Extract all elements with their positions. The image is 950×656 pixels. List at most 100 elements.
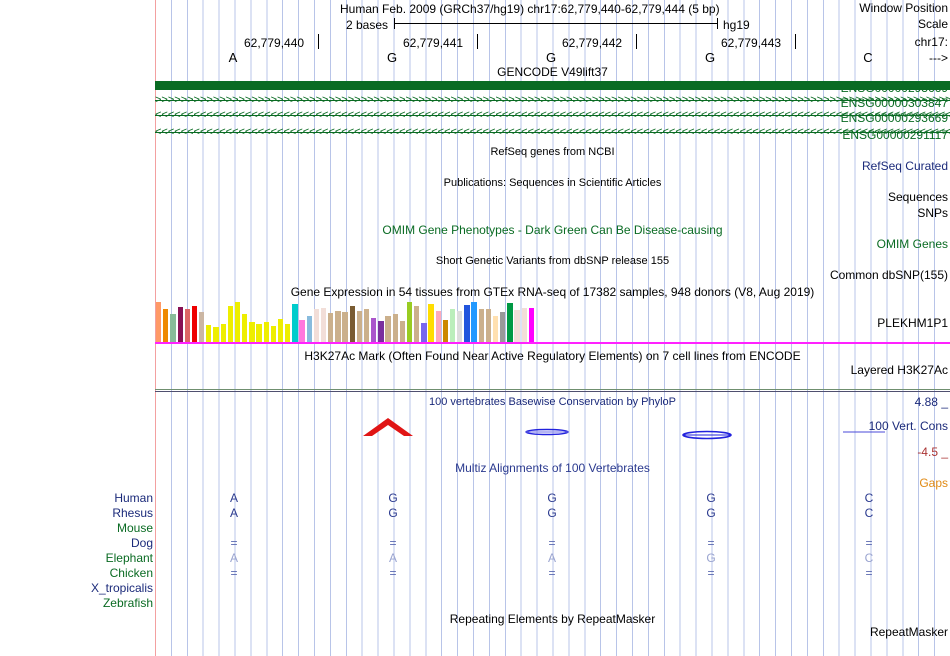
gtex-bar[interactable]	[500, 312, 506, 342]
gtex-bar[interactable]	[170, 314, 176, 342]
gtex-bar[interactable]	[249, 322, 255, 342]
gtex-bar[interactable]	[449, 309, 456, 342]
gencode-row-label-1[interactable]: ENSG00000303847	[840, 96, 948, 110]
gtex-bar[interactable]	[528, 308, 535, 342]
gencode-gene-block-0[interactable]	[155, 81, 950, 90]
gtex-bar[interactable]	[213, 327, 219, 342]
gtex-bar[interactable]	[306, 316, 312, 342]
dbsnp-track-label[interactable]: Common dbSNP(155)	[829, 268, 948, 282]
gtex-bar[interactable]	[521, 308, 527, 342]
gtex-bar[interactable]	[356, 311, 363, 342]
multiz-species-label-zebrafish[interactable]: Zebrafish	[102, 596, 153, 610]
dbsnp-track-title: Short Genetic Variants from dbSNP releas…	[435, 255, 670, 267]
repeatmasker-track-title: Repeating Elements by RepeatMasker	[449, 612, 656, 626]
gtex-bar[interactable]	[234, 302, 241, 342]
multiz-species-label-elephant[interactable]: Elephant	[105, 551, 153, 565]
gtex-bar[interactable]	[335, 311, 341, 342]
gtex-bar[interactable]	[342, 312, 348, 342]
multiz-base: A	[229, 491, 238, 505]
gtex-expression-barchart[interactable]	[156, 300, 536, 342]
gtex-bar[interactable]	[199, 312, 205, 342]
strand-arrows-left-icon: <<<<<<<<<<<<<<<<<<<<<<<<<<<<<<<<<<<<<<<<…	[155, 110, 950, 121]
multiz-base: =	[230, 566, 238, 580]
gtex-bar[interactable]	[320, 308, 327, 342]
strand-label: --->	[929, 51, 948, 65]
gencode-row-label-2[interactable]: ENSG00000293669	[840, 111, 948, 125]
multiz-species-label-x_tropicalis[interactable]: X_tropicalis	[90, 581, 153, 595]
gtex-bar[interactable]	[206, 325, 212, 342]
multiz-species-label-mouse[interactable]: Mouse	[116, 521, 153, 535]
gtex-bar[interactable]	[163, 309, 169, 342]
gtex-bar[interactable]	[442, 320, 449, 342]
gencode-gene-line-1[interactable]: >>>>>>>>>>>>>>>>>>>>>>>>>>>>>>>>>>>>>>>>…	[155, 95, 950, 106]
gtex-bar[interactable]	[328, 313, 334, 342]
multiz-species-label-rhesus[interactable]: Rhesus	[112, 506, 153, 520]
gtex-bar[interactable]	[478, 309, 484, 342]
ruler-base-1: G	[386, 50, 398, 65]
gtex-bar[interactable]	[392, 314, 398, 342]
gtex-bar[interactable]	[421, 323, 427, 342]
gtex-bar[interactable]	[371, 318, 377, 342]
omim-track-label[interactable]: OMIM Genes	[876, 237, 948, 251]
gtex-bar[interactable]	[399, 321, 406, 342]
gtex-bar[interactable]	[270, 326, 276, 342]
gtex-bar[interactable]	[363, 309, 370, 342]
assembly-label: hg19	[723, 18, 750, 32]
gencode-row-label-3[interactable]: ENSG00000291117	[842, 128, 948, 142]
multiz-gaps-label[interactable]: Gaps	[919, 476, 948, 490]
multiz-base: G	[706, 506, 716, 520]
h3k27ac-track-label[interactable]: Layered H3K27Ac	[850, 363, 948, 377]
gtex-bar[interactable]	[471, 302, 477, 342]
gtex-bar[interactable]	[191, 306, 198, 342]
gtex-track-label[interactable]: PLEKHM1P1	[877, 316, 948, 330]
gtex-bar[interactable]	[220, 324, 226, 342]
multiz-species-label-human[interactable]: Human	[114, 491, 153, 505]
gtex-bar[interactable]	[242, 314, 248, 342]
gtex-bar[interactable]	[378, 321, 384, 342]
gtex-bar[interactable]	[277, 319, 284, 342]
refseq-track-label[interactable]: RefSeq Curated	[861, 159, 948, 173]
gencode-gene-line-3[interactable]: <<<<<<<<<<<<<<<<<<<<<<<<<<<<<<<<<<<<<<<<…	[155, 127, 950, 138]
gtex-bar[interactable]	[227, 306, 233, 342]
gtex-bar[interactable]	[406, 302, 413, 342]
gtex-bar[interactable]	[414, 306, 420, 342]
publications-label-snps[interactable]: SNPs	[917, 206, 948, 220]
gtex-bar[interactable]	[299, 320, 305, 342]
publications-label-sequences[interactable]: Sequences	[887, 190, 948, 204]
gtex-bar[interactable]	[349, 306, 355, 342]
gencode-gene-line-2[interactable]: <<<<<<<<<<<<<<<<<<<<<<<<<<<<<<<<<<<<<<<<…	[155, 110, 950, 121]
scale-bar	[394, 18, 718, 29]
publications-track-title: Publications: Sequences in Scientific Ar…	[443, 177, 662, 189]
gtex-bar[interactable]	[507, 303, 513, 342]
gtex-bar[interactable]	[385, 316, 391, 342]
gtex-bar[interactable]	[156, 302, 162, 342]
gtex-bar[interactable]	[464, 305, 470, 342]
gtex-bar[interactable]	[292, 304, 298, 342]
multiz-base: G	[706, 491, 716, 505]
conservation-max-label: 4.88 _	[914, 395, 948, 409]
multiz-base: C	[864, 551, 874, 565]
gtex-bar[interactable]	[285, 324, 291, 342]
gtex-bar[interactable]	[435, 311, 441, 342]
gtex-bar[interactable]	[263, 322, 269, 342]
gtex-bar[interactable]	[428, 304, 434, 342]
repeatmasker-track-label[interactable]: RepeatMasker	[869, 625, 948, 639]
gtex-bar[interactable]	[492, 316, 499, 342]
phylop-conservation-plot[interactable]	[155, 392, 950, 460]
conservation-track-label[interactable]: 100 Vert. Cons	[868, 419, 948, 433]
multiz-base: =	[389, 536, 397, 550]
ruler-tick-2	[636, 34, 637, 49]
gtex-bar[interactable]	[485, 309, 492, 342]
ruler-base-0: A	[228, 50, 238, 65]
gtex-bar[interactable]	[177, 307, 183, 342]
multiz-species-label-dog[interactable]: Dog	[130, 536, 153, 550]
gtex-bar[interactable]	[313, 309, 320, 342]
gtex-bar[interactable]	[184, 309, 190, 342]
conservation-track-top-border	[155, 391, 950, 392]
gtex-bar[interactable]	[256, 324, 262, 342]
gtex-bar[interactable]	[514, 310, 520, 342]
gtex-bar[interactable]	[457, 311, 463, 342]
multiz-species-label-chicken[interactable]: Chicken	[109, 566, 153, 580]
multiz-base: =	[707, 566, 715, 580]
